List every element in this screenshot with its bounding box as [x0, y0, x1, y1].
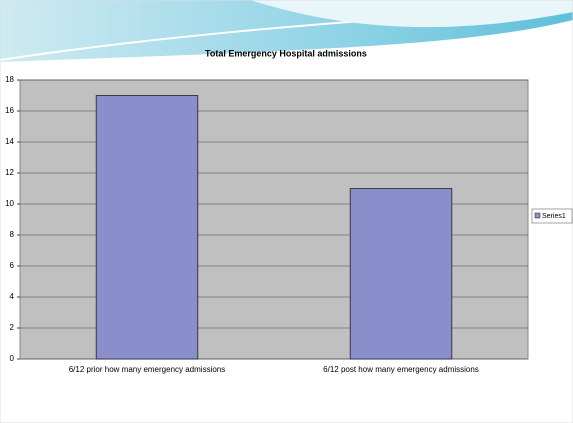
x-tick-label: 6/12 post how many emergency admissions — [323, 365, 479, 374]
header-decoration — [0, 0, 573, 62]
bar — [95, 95, 199, 360]
y-tick-label: 2 — [10, 323, 15, 332]
y-tick-label: 18 — [5, 75, 14, 84]
y-tick-label: 14 — [5, 137, 14, 146]
chart-title: Total Emergency Hospital admissions — [205, 48, 367, 58]
y-tick-label: 4 — [10, 292, 15, 301]
y-tick-label: 16 — [5, 106, 14, 115]
y-tick-label: 6 — [10, 261, 15, 270]
bar — [349, 188, 453, 360]
y-tick-label: 8 — [10, 230, 15, 239]
x-tick-label: 6/12 prior how many emergency admissions — [69, 365, 226, 374]
y-tick-label: 0 — [10, 354, 15, 363]
legend-box — [531, 208, 573, 224]
y-tick-label: 10 — [5, 199, 14, 208]
y-tick-label: 12 — [5, 168, 14, 177]
legend-swatch — [534, 212, 541, 219]
legend-label: Series1 — [542, 213, 566, 220]
